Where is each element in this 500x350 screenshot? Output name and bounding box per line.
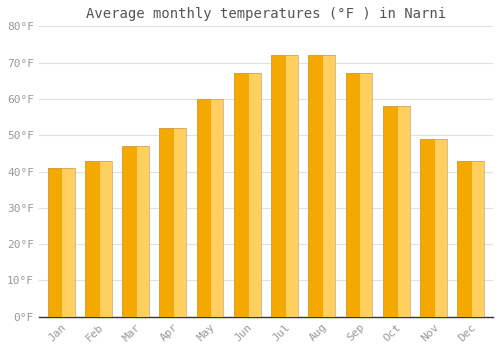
Title: Average monthly temperatures (°F ) in Narni: Average monthly temperatures (°F ) in Na…	[86, 7, 446, 21]
Bar	[435, 139, 447, 317]
Bar	[137, 146, 149, 317]
Bar	[85, 161, 112, 317]
Bar	[271, 55, 286, 317]
Bar	[248, 74, 260, 317]
Bar	[271, 55, 298, 317]
Bar	[196, 99, 212, 317]
Bar	[346, 74, 372, 317]
Bar	[174, 128, 186, 317]
Bar	[234, 74, 248, 317]
Bar	[308, 55, 323, 317]
Bar	[62, 168, 74, 317]
Bar	[160, 128, 186, 317]
Bar	[383, 106, 409, 317]
Bar	[323, 55, 335, 317]
Bar	[420, 139, 435, 317]
Bar	[234, 74, 260, 317]
Bar	[196, 99, 224, 317]
Bar	[346, 74, 360, 317]
Bar	[122, 146, 149, 317]
Bar	[122, 146, 137, 317]
Bar	[100, 161, 112, 317]
Bar	[383, 106, 398, 317]
Bar	[472, 161, 484, 317]
Bar	[212, 99, 224, 317]
Bar	[48, 168, 62, 317]
Bar	[458, 161, 484, 317]
Bar	[398, 106, 409, 317]
Bar	[85, 161, 100, 317]
Bar	[420, 139, 447, 317]
Bar	[360, 74, 372, 317]
Bar	[48, 168, 74, 317]
Bar	[308, 55, 335, 317]
Bar	[286, 55, 298, 317]
Bar	[458, 161, 472, 317]
Bar	[160, 128, 174, 317]
